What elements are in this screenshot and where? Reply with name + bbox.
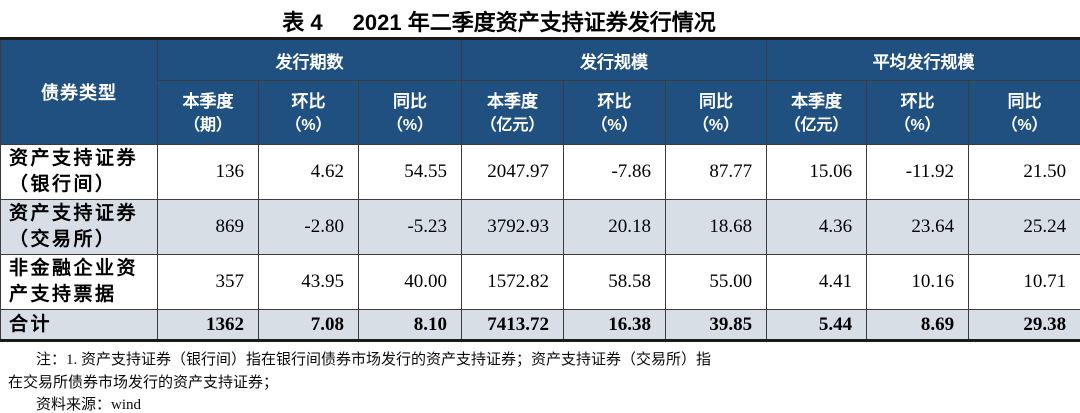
group-header-avg-scale: 平均发行规模 [766,38,1080,81]
value-cell: 357 [157,254,259,310]
value-cell: 5.44 [766,309,868,341]
value-cell: 18.68 [665,199,768,255]
value-cell: 58.58 [563,254,667,310]
subheader-quarter-count: 本季度 （期） [157,80,259,145]
footnote-line-2: 在交易所债券市场发行的资产支持证券； [8,374,279,391]
value-cell: -2.80 [258,199,359,255]
row-label-abs-interbank: 资产支持证券 （银行间） [0,144,158,200]
group-header-issue-count: 发行期数 [156,38,463,81]
value-cell: -11.92 [866,144,970,200]
value-cell: 1362 [157,309,259,341]
value-cell: 23.64 [866,199,970,255]
table-title-number: 表 4 [282,10,323,35]
subheader-qoq-scale: 环比 （%） [563,80,667,145]
value-cell: 55.00 [665,254,768,310]
row-label-abs-exchange: 资产支持证券 （交易所） [0,199,158,255]
row-label-abn-nonfinancial: 非金融企业资 产支持票据 [0,254,158,310]
header-group-row: 债券类型 发行期数 发行规模 平均发行规模 [0,38,1080,145]
table-title-text: 2021 年二季度资产支持证券发行情况 [352,10,716,35]
table-row-abs-interbank: 资产支持证券 （银行间） 136 4.62 54.55 2047.97 -7.86… [0,144,1080,200]
value-cell: 54.55 [357,144,463,200]
row-label-total: 合计 [0,309,158,341]
value-cell: 8.10 [357,309,463,341]
value-cell: 4.62 [258,144,359,200]
table-title: 表 4 2021 年二季度资产支持证券发行情况 [0,0,1080,37]
value-cell: 29.38 [968,309,1080,341]
value-cell: -7.86 [563,144,667,200]
value-cell: 16.38 [563,309,667,341]
subheader-yoy-count: 同比 （%） [357,80,463,145]
subheader-quarter-scale: 本季度 （亿元） [461,80,565,145]
value-cell: 25.24 [968,199,1080,255]
table-row-abn-nonfinancial: 非金融企业资 产支持票据 357 43.95 40.00 1572.82 58.5… [0,254,1080,310]
footnote-line-1: 注：1. 资产支持证券（银行间）指在银行间债券市场发行的资产支持证券；资产支持证… [36,352,712,368]
value-cell: 10.71 [968,254,1080,310]
table-row-total: 合计 1362 7.08 8.10 7413.72 16.38 39.85 5.… [0,309,1080,341]
value-cell: 4.36 [766,199,868,255]
subheader-qoq-count: 环比 （%） [258,80,359,145]
value-cell: 7.08 [258,309,359,341]
value-cell: 7413.72 [461,309,565,341]
value-cell: 8.69 [866,309,970,341]
value-cell: 4.41 [766,254,868,310]
value-cell: 869 [157,199,259,255]
subheader-quarter-avg: 本季度 （亿元） [766,80,868,145]
value-cell: 10.16 [866,254,970,310]
value-cell: 1572.82 [461,254,565,310]
data-source-note: 资料来源：wind [36,397,142,413]
value-cell: 3792.93 [461,199,565,255]
subheader-yoy-avg: 同比 （%） [968,80,1080,145]
group-header-issue-scale: 发行规模 [461,38,768,81]
value-cell: -5.23 [357,199,463,255]
value-cell: 87.77 [665,144,768,200]
table-footnotes: 注：1. 资产支持证券（银行间）指在银行间债券市场发行的资产支持证券；资产支持证… [0,342,1080,413]
column-header-bond-type: 债券类型 [0,38,158,145]
value-cell: 15.06 [766,144,868,200]
table-row-abs-exchange: 资产支持证券 （交易所） 869 -2.80 -5.23 3792.93 20.1… [0,199,1080,255]
value-cell: 20.18 [563,199,667,255]
subheader-qoq-avg: 环比 （%） [866,80,970,145]
value-cell: 40.00 [357,254,463,310]
subheader-yoy-scale: 同比 （%） [665,80,768,145]
header-sub-row: 本季度 （期） 环比 （%） 同比 （%） 本季度 （亿元） 环比 （%） 同比 （%） 本… [1,80,1080,145]
value-cell: 21.50 [968,144,1080,200]
value-cell: 43.95 [258,254,359,310]
value-cell: 39.85 [665,309,768,341]
value-cell: 2047.97 [461,144,565,200]
abs-issuance-table: 债券类型 发行期数 发行规模 平均发行规模 本季度 （期） 环比 （%） 同比 （%）… [0,37,1080,342]
value-cell: 136 [157,144,259,200]
